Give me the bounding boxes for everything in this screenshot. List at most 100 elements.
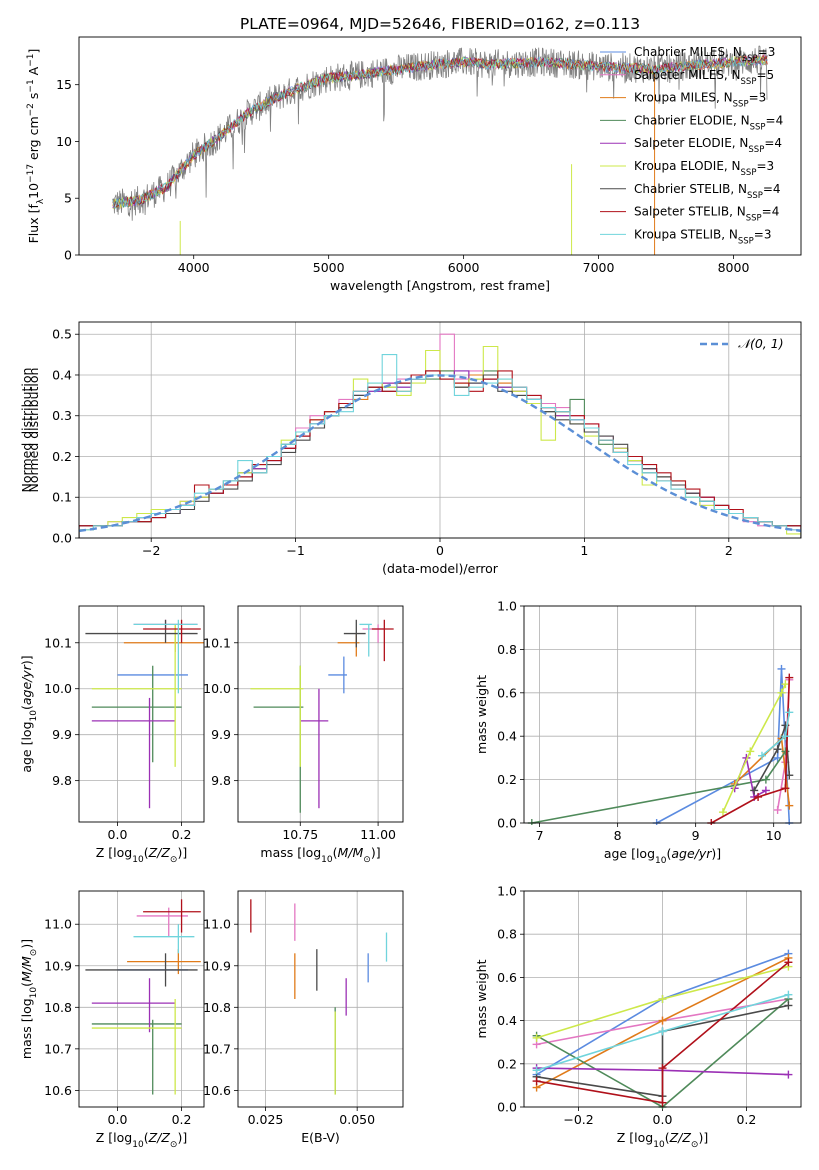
histogram-step-line — [79, 354, 801, 538]
weight-marker — [781, 732, 790, 741]
weight-marker — [773, 805, 782, 814]
axes-frame — [237, 890, 404, 1108]
spectrum-lines — [112, 45, 768, 255]
x-tick-label: 9 — [692, 828, 700, 843]
x-tick-label: 0.0 — [653, 1112, 673, 1127]
weight-marker — [658, 1016, 667, 1025]
figure-title: PLATE=0964, MJD=52646, FIBERID=0162, z=0… — [240, 15, 640, 33]
errorbar-point — [143, 619, 201, 643]
x-tick-label: 6000 — [448, 260, 480, 275]
weight-marker — [785, 708, 794, 717]
errorbar-point — [91, 978, 176, 1033]
weight-marker — [784, 1070, 793, 1079]
weight-marker — [781, 680, 790, 689]
weight-marker — [773, 745, 782, 754]
y-axis-label: Flux [fλ10−17 erg cm−2 s−1 A−1] — [26, 49, 46, 244]
axes-frame — [523, 605, 802, 824]
errorbar-point — [91, 665, 182, 763]
x-tick-label: 0.050 — [339, 1112, 375, 1127]
weight-marker — [784, 990, 793, 999]
x-tick-label: 8000 — [718, 260, 750, 275]
y-tick-label: 9.8 — [211, 773, 231, 788]
y-tick-label: 0.4 — [497, 729, 517, 744]
residual-histogram-panel: −2 −1 0 1 2 0.0 0.1 0.2 0.3 0.4 0.5 (data-model)/er… — [19, 321, 802, 576]
errorbar-point — [91, 697, 176, 809]
x-axis-label: Z [log10(Z/Z⊙)] — [617, 1130, 708, 1150]
mass-vs-metallicity-panel: 0.0 0.2 10.6 10.7 10.8 10.9 11.0 Z [log10(Z/Z⊙)… — [19, 890, 205, 1150]
y-tick-label: 0.6 — [497, 970, 517, 985]
x-tick-label: 7 — [536, 828, 544, 843]
x-tick-label: 0.0 — [108, 827, 128, 842]
y-axis-label: mass weight — [474, 675, 489, 754]
errorbar-point — [253, 665, 304, 813]
weight-marker — [532, 1077, 541, 1086]
weight-marker — [785, 673, 794, 682]
y-tick-label: 10.0 — [203, 681, 231, 696]
y-axis-label: Normed distribution — [26, 368, 41, 493]
y-tick-label: 0.5 — [52, 327, 72, 342]
x-tick-label: 11.00 — [360, 827, 396, 842]
weight-marker — [761, 786, 770, 795]
errorbar-point — [133, 619, 198, 694]
legend-label: Salpeter ELODIE, NSSP=4 — [634, 136, 782, 155]
age-vs-mass-panel: 10.75 11.00 9.8 9.9 10.0 10.1 mass [log10(M/M⊙… — [203, 605, 404, 865]
weight-marker — [532, 1066, 541, 1075]
weight-marker — [750, 786, 759, 795]
y-tick-label: 0.4 — [52, 367, 72, 382]
errorbar-point — [91, 1019, 182, 1095]
y-tick-label: 10.7 — [44, 1041, 72, 1056]
legend-label: 𝒩(0, 1) — [738, 336, 784, 351]
mass-weight-vs-age-panel: 7 8 9 10 0.0 0.2 0.4 0.6 0.8 1.0 age [log10(age/yr… — [474, 599, 802, 866]
x-axis-label: Z [log10(Z/Z⊙)] — [96, 845, 187, 865]
y-axis-label: age [log10(age/yr)] — [19, 655, 39, 772]
mass-weight-vs-metallicity-panel: −0.2 0.0 0.2 0.0 0.2 0.4 0.6 0.8 1.0 Z [log10(Z/Z… — [474, 884, 802, 1150]
spectrum-panel: 4000 5000 6000 7000 8000 0 5 10 15 wavelength [An… — [26, 36, 802, 293]
weight-lines — [527, 664, 794, 825]
errorbar-point — [343, 619, 366, 648]
legend-label: Kroupa ELODIE, NSSP=3 — [634, 159, 774, 178]
legend-label: Kroupa STELIB, NSSP=3 — [634, 227, 772, 246]
x-tick-label: 0.0 — [108, 1112, 128, 1127]
y-tick-label: 10.9 — [44, 958, 72, 973]
x-tick-label: 4000 — [178, 260, 210, 275]
y-tick-label: 1.0 — [497, 884, 517, 899]
y-tick-label: 15 — [56, 77, 72, 92]
weight-marker — [658, 1027, 667, 1036]
y-tick-label: 0.4 — [497, 1013, 517, 1028]
weight-marker — [784, 1001, 793, 1010]
errorbar-point — [91, 999, 182, 1095]
y-tick-label: 10.7 — [203, 1041, 231, 1056]
errorbar-points — [85, 899, 201, 1095]
weight-line — [656, 668, 791, 824]
weight-marker — [777, 688, 786, 697]
x-tick-label: 0.2 — [736, 1112, 756, 1127]
errorbar-point — [85, 619, 198, 643]
normal-distribution-curve — [78, 374, 802, 533]
legend-label: Kroupa MILES, NSSP=3 — [634, 91, 766, 110]
errorbar-point — [85, 953, 198, 987]
errorbar-point — [362, 624, 385, 643]
y-tick-label: 9.9 — [52, 727, 72, 742]
y-tick-label: 11.0 — [44, 917, 72, 932]
model-spectrum-line — [112, 56, 768, 210]
y-tick-label: 9.9 — [211, 727, 231, 742]
weight-marker — [746, 747, 755, 756]
x-tick-label: −2 — [142, 543, 160, 558]
y-tick-label: 5 — [64, 191, 72, 206]
y-axis-label: Normed distribution — [19, 368, 34, 493]
y-tick-label: 0.2 — [52, 449, 72, 464]
y-tick-label: 10.1 — [44, 635, 72, 650]
age-vs-metallicity-panel: 0.0 0.2 9.8 9.9 10.0 10.1 Z [log10(Z/Z⊙)] age [… — [19, 605, 205, 865]
y-axis-label: mass [log10(M/M⊙)] — [19, 939, 39, 1059]
weight-marker — [754, 792, 763, 801]
spectrum-legend: Chabrier MILES, NSSP=3 Salpeter MILES, NS… — [600, 45, 783, 246]
y-tick-label: 11.0 — [203, 917, 231, 932]
errorbar-point — [133, 924, 195, 954]
x-tick-label: 1 — [580, 543, 588, 558]
errorbar-point — [136, 907, 188, 937]
weight-marker — [777, 664, 786, 673]
x-tick-label: 0 — [436, 543, 444, 558]
errorbar-point — [300, 688, 329, 809]
histogram-step-line — [79, 370, 801, 538]
